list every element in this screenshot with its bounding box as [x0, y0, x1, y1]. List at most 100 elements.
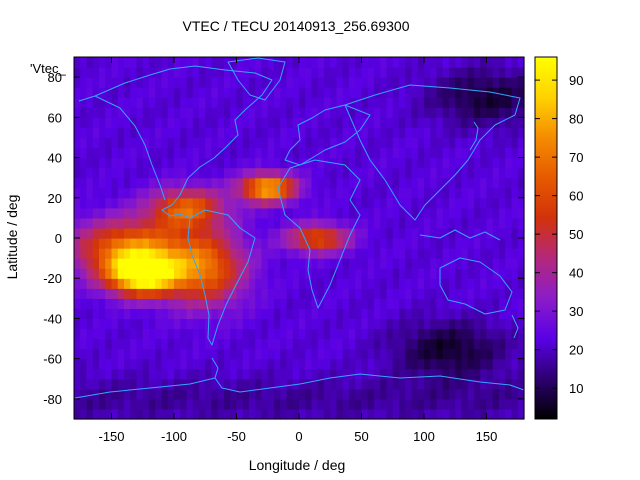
heatmap-cell	[155, 227, 163, 239]
heatmap-cell	[261, 147, 269, 159]
heatmap-cell	[367, 87, 375, 98]
heatmap-cell	[405, 278, 413, 289]
heatmap-cell	[305, 378, 313, 390]
heatmap-cell	[242, 77, 250, 88]
heatmap-cell	[380, 298, 388, 309]
heatmap-cell	[330, 67, 338, 78]
heatmap-cell	[92, 57, 100, 68]
heatmap-cell	[324, 177, 331, 189]
heatmap-cell	[224, 238, 231, 249]
heatmap-cell	[405, 177, 413, 189]
heatmap-cell	[324, 77, 331, 88]
heatmap-cell	[411, 398, 419, 410]
heatmap-cell	[311, 288, 319, 299]
heatmap-cell	[417, 288, 425, 299]
heatmap-cell	[74, 248, 81, 259]
heatmap-cell	[374, 408, 381, 420]
heatmap-cell	[255, 278, 263, 289]
heatmap-cell	[505, 147, 513, 159]
heatmap-cell	[467, 127, 475, 139]
heatmap-cell	[499, 57, 506, 68]
heatmap-cell	[361, 97, 369, 108]
heatmap-cell	[217, 318, 225, 330]
heatmap-cell	[136, 318, 144, 330]
heatmap-cell	[111, 137, 119, 149]
heatmap-cell	[117, 348, 125, 360]
series-key-label: 'Vtec_	[30, 61, 66, 76]
heatmap-cell	[92, 258, 100, 269]
heatmap-cell	[236, 278, 244, 289]
heatmap-cell	[180, 258, 188, 269]
heatmap-cell	[92, 308, 100, 320]
heatmap-cell	[286, 298, 294, 309]
heatmap-cell	[292, 97, 300, 108]
heatmap-cell	[261, 398, 269, 410]
heatmap-cell	[374, 298, 381, 309]
heatmap-cell	[180, 338, 188, 350]
heatmap-cell	[399, 57, 406, 68]
heatmap-cell	[305, 288, 313, 299]
heatmap-cell	[436, 187, 444, 199]
heatmap-cell	[155, 187, 163, 199]
heatmap-cell	[411, 318, 419, 330]
heatmap-cell	[367, 368, 375, 380]
heatmap-cell	[105, 227, 113, 239]
heatmap-cell	[130, 87, 138, 98]
heatmap-cell	[330, 268, 338, 279]
heatmap-cell	[149, 177, 156, 189]
heatmap-cell	[311, 57, 319, 68]
heatmap-cell	[74, 217, 81, 229]
heatmap-cell	[311, 358, 319, 370]
heatmap-cell	[274, 358, 281, 370]
heatmap-cell	[155, 107, 163, 118]
heatmap-cell	[461, 378, 469, 390]
heatmap-cell	[449, 187, 456, 199]
heatmap-cell	[130, 258, 138, 269]
heatmap-cell	[305, 398, 313, 410]
heatmap-cell	[480, 248, 488, 259]
heatmap-cell	[374, 388, 381, 400]
heatmap-cell	[486, 408, 494, 420]
heatmap-cell	[149, 207, 156, 219]
heatmap-cell	[192, 348, 200, 360]
heatmap-cell	[442, 207, 450, 219]
heatmap-cell	[405, 308, 413, 320]
heatmap-cell	[424, 248, 431, 259]
heatmap-cell	[174, 308, 181, 320]
heatmap-cell	[267, 348, 275, 360]
heatmap-cell	[186, 167, 194, 179]
heatmap-cell	[399, 388, 406, 400]
heatmap-cell	[286, 268, 294, 279]
heatmap-cell	[486, 197, 494, 209]
heatmap-cell	[424, 167, 431, 179]
heatmap-cell	[449, 167, 456, 179]
heatmap-cell	[486, 318, 494, 330]
heatmap-cell	[105, 137, 113, 149]
heatmap-cell	[149, 107, 156, 118]
heatmap-cell	[486, 227, 494, 239]
heatmap-cell	[242, 358, 250, 370]
heatmap-cell	[142, 368, 150, 380]
heatmap-cell	[92, 87, 100, 98]
heatmap-cell	[324, 187, 331, 199]
heatmap-cell	[492, 408, 500, 420]
heatmap-cell	[205, 207, 213, 219]
heatmap-cell	[311, 308, 319, 320]
heatmap-cell	[355, 388, 363, 400]
heatmap-cell	[124, 207, 131, 219]
heatmap-cell	[255, 217, 263, 229]
heatmap-cell	[355, 137, 363, 149]
heatmap-cell	[399, 408, 406, 420]
heatmap-cell	[317, 358, 325, 370]
heatmap-cell	[174, 288, 181, 299]
heatmap-cell	[99, 298, 106, 309]
heatmap-cell	[467, 187, 475, 199]
heatmap-cell	[392, 127, 400, 139]
heatmap-cell	[136, 207, 144, 219]
heatmap-cell	[361, 318, 369, 330]
heatmap-cell	[436, 238, 444, 249]
heatmap-cell	[511, 268, 519, 279]
heatmap-cell	[117, 207, 125, 219]
heatmap-cell	[336, 147, 344, 159]
